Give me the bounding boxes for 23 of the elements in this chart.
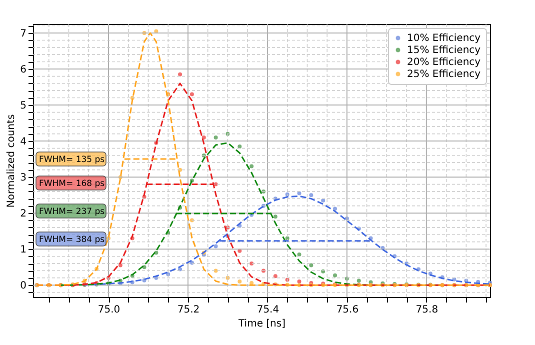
annotation: FWHM= 135 ps xyxy=(39,155,106,165)
x-axis-title: Time [ns] xyxy=(237,318,286,330)
x-tick-label: 75.4 xyxy=(256,304,280,316)
legend-label: 10% Efficiency xyxy=(407,33,481,44)
legend-label: 15% Efficiency xyxy=(407,45,481,56)
y-tick-label: 3 xyxy=(20,172,26,184)
x-tick-label: 75.0 xyxy=(98,304,120,316)
annotation: FWHM= 168 ps xyxy=(39,179,106,189)
y-tick-label: 7 xyxy=(20,28,26,40)
x-tick-label: 75.6 xyxy=(336,304,359,316)
y-tick-label: 5 xyxy=(20,100,26,112)
x-tick-label: 75.2 xyxy=(177,304,200,316)
y-tick-label: 1 xyxy=(20,244,26,256)
y-tick-label: 6 xyxy=(20,64,26,76)
legend-label: 20% Efficiency xyxy=(407,57,481,68)
y-tick-label: 0 xyxy=(20,280,26,292)
legend-label: 25% Efficiency xyxy=(407,69,481,80)
y-axis-title: Normalized counts xyxy=(6,114,18,208)
annotation: FWHM= 384 ps xyxy=(39,235,106,245)
y-tick-label: 4 xyxy=(20,136,26,148)
annotation: FWHM= 237 ps xyxy=(39,207,106,217)
x-tick-label: 75.8 xyxy=(416,304,438,316)
y-tick-label: 2 xyxy=(20,208,26,220)
